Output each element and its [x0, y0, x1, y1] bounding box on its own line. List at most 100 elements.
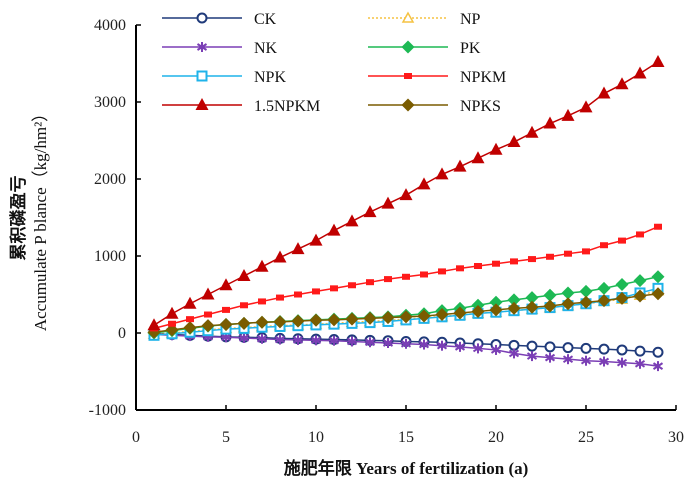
data-point-1-5npkm: [507, 135, 521, 148]
data-point-npks: [471, 304, 485, 318]
data-point-npkm: [294, 291, 302, 298]
data-point-pk: [651, 270, 665, 284]
data-point-nk: [382, 338, 394, 349]
axes: -1000 0 1000 2000 3000 4000 0 5 10 15 20 25 30: [89, 17, 684, 446]
legend: CK NP NK PK NPK NPKM 1.5NPKM NPKS: [162, 11, 506, 115]
data-point-npks: [597, 294, 611, 308]
data-point-1-5npkm: [345, 214, 359, 227]
data-point-npks: [435, 308, 449, 322]
data-point-1-5npkm: [363, 205, 377, 218]
data-point-ck: [526, 340, 538, 352]
data-point-nk: [634, 358, 646, 369]
y-axis-title-cn: 累积磷盈亏: [8, 176, 28, 261]
y-tick-label: 4000: [94, 17, 126, 34]
data-point-npkm: [492, 260, 500, 267]
legend-item: NPKM: [368, 69, 506, 86]
legend-label: NPKM: [460, 69, 506, 86]
data-point-1-5npkm: [561, 108, 575, 121]
data-point-npks: [273, 315, 287, 329]
x-tick-label: 5: [222, 429, 230, 446]
data-point-nk: [526, 351, 538, 362]
data-point-ck: [616, 344, 628, 356]
y-tick-label: 0: [118, 325, 126, 342]
data-point-npks: [183, 321, 197, 335]
series-nk: [148, 329, 664, 372]
data-point-1-5npkm: [309, 233, 323, 246]
data-point-nk: [472, 343, 484, 354]
legend-marker-icon: [196, 70, 208, 82]
data-point-npks: [309, 313, 323, 327]
axis-titles: 施肥年限 Years of fertilization (a) 累积磷盈亏 Ac…: [8, 105, 528, 478]
data-point-nk: [256, 333, 268, 344]
data-point-nk: [544, 352, 556, 363]
x-tick-label: 15: [398, 429, 414, 446]
data-point-npks: [525, 300, 539, 314]
data-point-pk: [525, 291, 539, 305]
data-point-npkm: [204, 311, 212, 318]
legend-marker-icon: [401, 98, 415, 112]
legend-item: NK: [162, 40, 278, 57]
data-point-npkm: [654, 223, 662, 230]
data-point-ck: [598, 343, 610, 355]
data-point-nk: [616, 357, 628, 368]
data-point-1-5npkm: [183, 296, 197, 309]
data-point-npkm: [330, 285, 338, 292]
data-point-1-5npkm: [633, 66, 647, 79]
legend-item: NPKS: [368, 98, 501, 115]
data-point-nk: [436, 340, 448, 351]
data-point-1-5npkm: [201, 287, 215, 300]
data-point-1-5npkm: [291, 242, 305, 255]
data-point-npkm: [384, 276, 392, 283]
data-point-npks: [363, 311, 377, 325]
data-point-npkm: [312, 288, 320, 295]
y-tick-label: 2000: [94, 171, 126, 188]
data-point-npks: [507, 301, 521, 315]
data-point-pk: [579, 284, 593, 298]
data-point-npks: [543, 299, 557, 313]
data-point-npkm: [438, 268, 446, 275]
y-tick-label: -1000: [89, 402, 126, 419]
plot-area: [147, 54, 665, 372]
data-point-pk: [633, 274, 647, 288]
data-point-npkm: [186, 316, 194, 323]
data-point-npks: [327, 313, 341, 327]
data-point-ck: [580, 342, 592, 354]
data-point-nk: [598, 356, 610, 367]
data-point-nk: [310, 335, 322, 346]
legend-item: PK: [368, 40, 481, 57]
data-point-1-5npkm: [417, 177, 431, 190]
data-point-ck: [562, 342, 574, 354]
data-point-npks: [219, 318, 233, 332]
data-point-npkm: [600, 242, 608, 249]
data-point-nk: [418, 339, 430, 350]
data-point-nk: [580, 355, 592, 366]
data-point-1-5npkm: [435, 167, 449, 180]
data-point-npks: [291, 314, 305, 328]
data-point-npks: [399, 310, 413, 324]
data-point-1-5npkm: [597, 86, 611, 99]
series-1-5npkm: [147, 54, 665, 331]
legend-label: NPK: [254, 69, 286, 86]
data-point-npks: [453, 306, 467, 320]
legend-marker-icon: [401, 11, 415, 23]
data-point-npkm: [258, 298, 266, 305]
legend-item: NPK: [162, 69, 286, 86]
legend-label: NK: [254, 40, 278, 57]
data-point-1-5npkm: [525, 125, 539, 138]
data-point-1-5npkm: [381, 196, 395, 209]
y-tick-label: 3000: [94, 94, 126, 111]
data-point-nk: [508, 348, 520, 359]
data-point-npkm: [546, 253, 554, 260]
data-point-1-5npkm: [255, 259, 269, 272]
data-point-npks: [561, 297, 575, 311]
data-point-ck: [634, 345, 646, 357]
x-tick-label: 0: [132, 429, 140, 446]
data-point-nk: [274, 334, 286, 345]
data-point-npkm: [240, 302, 248, 309]
data-point-nk: [292, 334, 304, 345]
data-point-pk: [561, 286, 575, 300]
legend-marker-icon: [404, 73, 412, 79]
data-point-npkm: [528, 256, 536, 263]
legend-item: CK: [162, 11, 277, 28]
